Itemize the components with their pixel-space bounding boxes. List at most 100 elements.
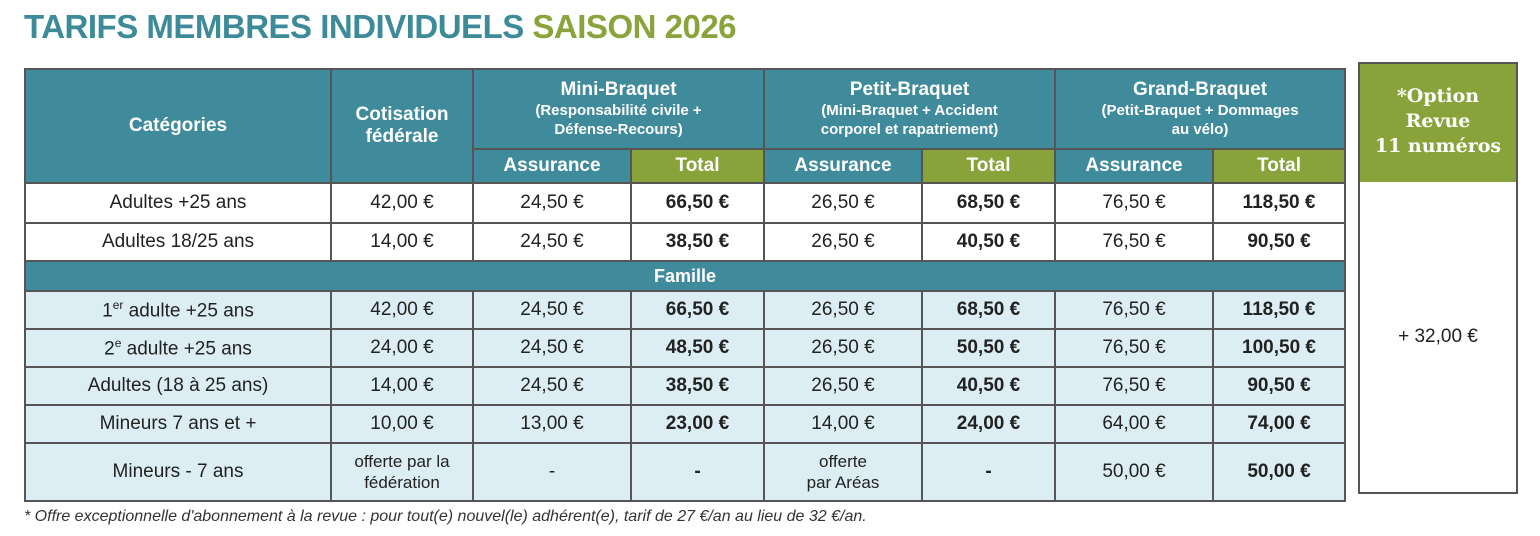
petit-total: 68,50 € — [920, 182, 1057, 224]
row-cotisation: 24,00 € — [330, 328, 474, 368]
table-row: Adultes (18 à 25 ans) 14,00 € 24,50 € 38… — [24, 366, 1347, 406]
plan-desc: (Responsabilité civile + — [535, 102, 702, 119]
petit-total: 68,50 € — [920, 290, 1057, 330]
grand-total: 90,50 € — [1212, 366, 1347, 406]
section-row-famille: Famille — [23, 260, 1347, 292]
plan-desc: corporel et rapatriement) — [820, 121, 999, 138]
title-main: TARIFS MEMBRES INDIVIDUELS — [24, 8, 524, 45]
petit-assurance: 26,50 € — [763, 290, 923, 330]
header-plan-petit: Petit-Braquet (Mini-Braquet + Accident c… — [762, 68, 1057, 150]
header-cotisation: Cotisation fédérale — [330, 68, 474, 184]
plan-name: Petit-Braquet — [849, 79, 970, 100]
category-number: 1 — [102, 300, 113, 322]
footnote: * Offre exceptionnelle d'abonnement à la… — [24, 508, 867, 525]
mini-assurance: - — [472, 442, 632, 502]
mini-total: 23,00 € — [630, 404, 765, 444]
category-text: adulte +25 ans — [123, 300, 254, 322]
header-cotisation-line2: fédérale — [365, 126, 439, 147]
petit-assurance: offerte par Aréas — [763, 442, 923, 502]
row-category: Adultes 18/25 ans — [24, 222, 332, 262]
subheader-total: Total — [920, 148, 1057, 184]
petit-assurance-line2: par Aréas — [806, 473, 880, 492]
category-text: adulte +25 ans — [121, 338, 252, 360]
section-label: Famille — [23, 260, 1347, 292]
grand-assurance: 76,50 € — [1054, 222, 1215, 262]
grand-assurance: 76,50 € — [1054, 290, 1215, 330]
plan-desc: (Mini-Braquet + Accident — [821, 102, 998, 119]
option-line2: Revue — [1405, 110, 1471, 132]
grand-assurance: 64,00 € — [1054, 404, 1215, 444]
row-category: 1er adulte +25 ans — [24, 290, 332, 330]
mini-assurance: 24,50 € — [472, 290, 632, 330]
petit-total: 50,50 € — [920, 328, 1057, 368]
mini-total: - — [630, 442, 765, 502]
grand-total: 74,00 € — [1212, 404, 1347, 444]
category-number: 2 — [104, 338, 115, 360]
option-line1: *Option — [1396, 85, 1480, 107]
mini-total: 38,50 € — [630, 222, 765, 262]
mini-total: 66,50 € — [630, 182, 765, 224]
plan-name: Mini-Braquet — [560, 79, 677, 100]
petit-assurance: 26,50 € — [763, 222, 923, 262]
row-cotisation: 14,00 € — [330, 222, 474, 262]
row-category: Adultes (18 à 25 ans) — [24, 366, 332, 406]
table-row: Adultes 18/25 ans 14,00 € 24,50 € 38,50 … — [24, 222, 1347, 262]
option-header: *Option Revue 11 numéros — [1360, 64, 1516, 182]
grand-assurance: 76,50 € — [1054, 328, 1215, 368]
plan-name: Grand-Braquet — [1132, 79, 1268, 100]
row-category: 2e adulte +25 ans — [24, 328, 332, 368]
subheader-assurance: Assurance — [1054, 148, 1215, 184]
mini-total: 66,50 € — [630, 290, 765, 330]
header-plan-grand: Grand-Braquet (Petit-Braquet + Dommages … — [1054, 68, 1347, 150]
option-revue-box: *Option Revue 11 numéros + 32,00 € — [1358, 62, 1518, 494]
grand-total: 118,50 € — [1212, 182, 1347, 224]
petit-assurance: 14,00 € — [763, 404, 923, 444]
grand-total: 100,50 € — [1212, 328, 1347, 368]
table-row: Adultes +25 ans 42,00 € 24,50 € 66,50 € … — [24, 182, 1347, 224]
petit-assurance: 26,50 € — [763, 328, 923, 368]
grand-total: 50,00 € — [1212, 442, 1347, 502]
header-categories: Catégories — [24, 68, 332, 184]
mini-total: 38,50 € — [630, 366, 765, 406]
plan-desc: au vélo) — [1171, 121, 1229, 138]
row-cotisation: 42,00 € — [330, 182, 474, 224]
petit-total: 40,50 € — [920, 222, 1057, 262]
cotisation-line2: fédération — [364, 473, 440, 492]
mini-total: 48,50 € — [630, 328, 765, 368]
cotisation-line1: offerte par la — [354, 452, 450, 471]
row-category: Mineurs - 7 ans — [24, 442, 332, 502]
row-category: Adultes +25 ans — [24, 182, 332, 224]
category-ordinal: er — [112, 297, 124, 312]
grand-assurance: 76,50 € — [1054, 182, 1215, 224]
header-cotisation-line1: Cotisation — [355, 104, 449, 125]
row-cotisation: 14,00 € — [330, 366, 474, 406]
mini-assurance: 13,00 € — [472, 404, 632, 444]
mini-assurance: 24,50 € — [472, 222, 632, 262]
petit-assurance-line1: offerte — [819, 452, 867, 471]
row-category: Mineurs 7 ans et + — [24, 404, 332, 444]
subheader-assurance: Assurance — [763, 148, 923, 184]
grand-total: 90,50 € — [1212, 222, 1347, 262]
plan-desc: (Petit-Braquet + Dommages — [1101, 102, 1299, 119]
category-ordinal: e — [114, 335, 122, 350]
header-plan-mini: Mini-Braquet (Responsabilité civile + Dé… — [472, 68, 765, 150]
petit-total: 40,50 € — [920, 366, 1057, 406]
row-cotisation: offerte par la fédération — [330, 442, 474, 502]
page-title: TARIFS MEMBRES INDIVIDUELS SAISON 2026 — [24, 8, 737, 46]
table-subheader-row: Assurance Total Assurance Total Assuranc… — [25, 148, 1347, 184]
subheader-total: Total — [1212, 148, 1347, 184]
grand-assurance: 50,00 € — [1054, 442, 1215, 502]
mini-assurance: 24,50 € — [472, 182, 632, 224]
title-season: SAISON 2026 — [532, 8, 737, 45]
pricing-table: Catégories Cotisation fédérale Mini-Braq… — [23, 68, 1347, 502]
option-line3: 11 numéros — [1374, 135, 1502, 157]
row-cotisation: 42,00 € — [330, 290, 474, 330]
petit-assurance: 26,50 € — [763, 182, 923, 224]
petit-total: - — [920, 442, 1057, 502]
subheader-total: Total — [630, 148, 765, 184]
plan-desc: Défense-Recours) — [554, 121, 683, 138]
option-price: + 32,00 € — [1398, 326, 1478, 347]
grand-total: 118,50 € — [1212, 290, 1347, 330]
table-row: Mineurs - 7 ans offerte par la fédératio… — [24, 442, 1347, 502]
petit-assurance: 26,50 € — [763, 366, 923, 406]
